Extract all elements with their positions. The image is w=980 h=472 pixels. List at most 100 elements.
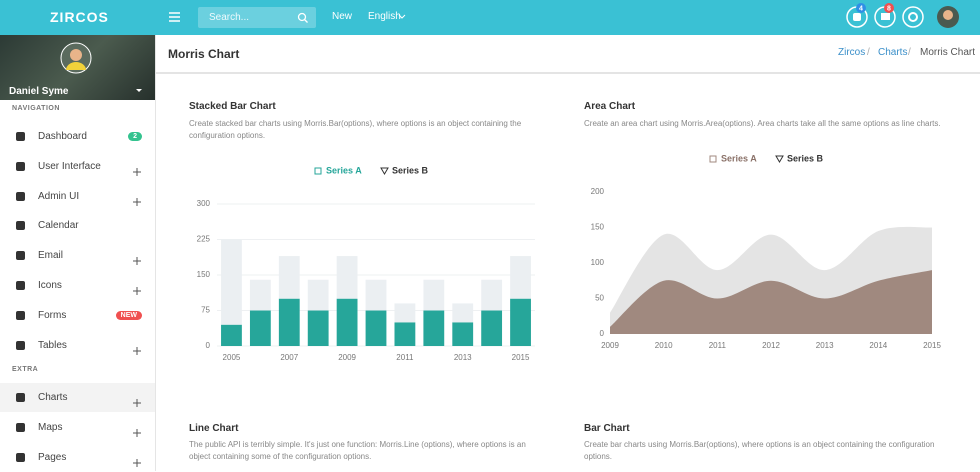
y-tick-label: 200 <box>591 187 605 196</box>
user-name[interactable]: Daniel Syme <box>9 86 69 97</box>
menu-icon <box>16 422 25 432</box>
card-title: Area Chart <box>584 101 636 112</box>
bar-segment <box>365 279 387 311</box>
expand-icon <box>133 424 141 437</box>
x-tick-label: 2009 <box>338 353 356 362</box>
menu-item[interactable]: User Interface <box>38 160 101 172</box>
search-icon[interactable] <box>297 12 309 24</box>
area <box>610 270 932 334</box>
breadcrumb-separator: / <box>908 47 911 58</box>
bar-segment <box>336 256 358 299</box>
menu-icon <box>16 251 25 261</box>
breadcrumb-separator: / <box>867 47 870 58</box>
caret <box>398 14 406 19</box>
menu-item[interactable]: Calendar <box>38 220 79 232</box>
topbar <box>0 0 980 35</box>
x-tick-label: 2015 <box>923 341 941 350</box>
legend-marker <box>380 167 389 175</box>
x-tick-label: 2010 <box>655 341 673 350</box>
breadcrumb-link[interactable]: Zircos <box>838 47 866 58</box>
legend-marker <box>775 155 784 163</box>
plus <box>133 167 141 176</box>
bar-segment <box>249 310 271 346</box>
y-tick-label: 150 <box>591 223 605 232</box>
bar-segment <box>278 256 300 299</box>
card-description: Create bar charts using Morris.Bar(optio… <box>584 440 935 461</box>
menu-icon[interactable] <box>168 11 182 23</box>
bar-segment <box>221 239 242 325</box>
bar-segment <box>365 310 387 346</box>
x-tick-label: 2009 <box>601 341 619 350</box>
menu-icon <box>16 310 25 320</box>
menu-badge: 2 <box>128 132 142 141</box>
x-tick-label: 2011 <box>709 341 727 350</box>
settings-button[interactable] <box>902 6 924 28</box>
page-header <box>156 35 980 74</box>
expand-icon <box>133 282 141 295</box>
active-row <box>0 383 155 412</box>
menu-item[interactable]: Tables <box>38 339 67 351</box>
profile-avatar[interactable] <box>60 42 92 74</box>
breadcrumb-link[interactable]: Charts <box>878 47 908 58</box>
legend-marker <box>709 155 717 163</box>
legend-label: Series B <box>392 165 429 175</box>
expand-icon <box>133 394 141 407</box>
section-label: NAVIGATION <box>12 105 60 112</box>
menu-item[interactable]: Pages <box>38 451 67 463</box>
badge-count: 4 <box>859 5 863 12</box>
menu-icon <box>16 191 25 201</box>
plus <box>133 428 141 437</box>
bar-segment <box>423 310 445 346</box>
y-tick-label: 225 <box>197 235 211 244</box>
bar-segment <box>481 310 503 346</box>
x-tick-label: 2014 <box>869 341 887 350</box>
x-tick-label: 2011 <box>396 353 414 362</box>
bar-segment <box>249 279 271 311</box>
menu-item[interactable]: Charts <box>38 392 68 403</box>
bar-segment <box>452 322 474 346</box>
y-tick-label: 75 <box>201 306 210 315</box>
menu-item[interactable]: Admin UI <box>38 190 80 202</box>
legend-marker <box>314 167 322 175</box>
nav-link[interactable]: New <box>332 11 353 22</box>
bar-segment <box>394 303 416 323</box>
mail-icon <box>881 13 890 20</box>
x-tick-label: 2013 <box>454 353 472 362</box>
top-icons: 4 8 <box>846 3 959 28</box>
menu-icon <box>16 221 25 231</box>
menu-item[interactable]: Email <box>38 250 64 262</box>
card-title: Line Chart <box>189 423 239 434</box>
bar-segment <box>394 322 416 346</box>
x-tick-label: 2013 <box>816 341 834 350</box>
menu-item[interactable]: Forms <box>38 309 67 321</box>
language-menu[interactable]: English <box>368 11 401 22</box>
expand-icon <box>133 163 141 176</box>
bar-segment <box>307 310 329 346</box>
menu-item[interactable]: Icons <box>38 280 62 291</box>
avatar-face <box>943 10 953 20</box>
bar-segment <box>221 324 242 346</box>
bar-segment <box>452 303 474 323</box>
caret <box>136 89 142 92</box>
legend-label: Series B <box>787 153 824 163</box>
logo[interactable]: ZIRCOS <box>50 9 109 25</box>
expand-icon <box>133 342 141 355</box>
bar-segment <box>510 298 531 346</box>
badge-count: 8 <box>887 5 891 12</box>
search-box[interactable]: Search... <box>198 7 316 28</box>
menu-icon <box>16 340 25 350</box>
legend-label: Series A <box>326 165 362 175</box>
expand-icon <box>133 454 141 467</box>
plus <box>133 346 141 355</box>
bell-icon <box>853 13 861 21</box>
plus <box>133 287 141 295</box>
menu-item[interactable]: Maps <box>38 421 63 433</box>
x-tick-label: 2012 <box>762 341 780 350</box>
bar-segment <box>423 279 445 311</box>
menu-icon <box>16 393 25 402</box>
menu-item[interactable]: Dashboard <box>38 131 87 142</box>
y-tick-label: 150 <box>197 270 211 279</box>
menu-icon <box>16 281 25 290</box>
legend-label: Series A <box>721 153 757 163</box>
